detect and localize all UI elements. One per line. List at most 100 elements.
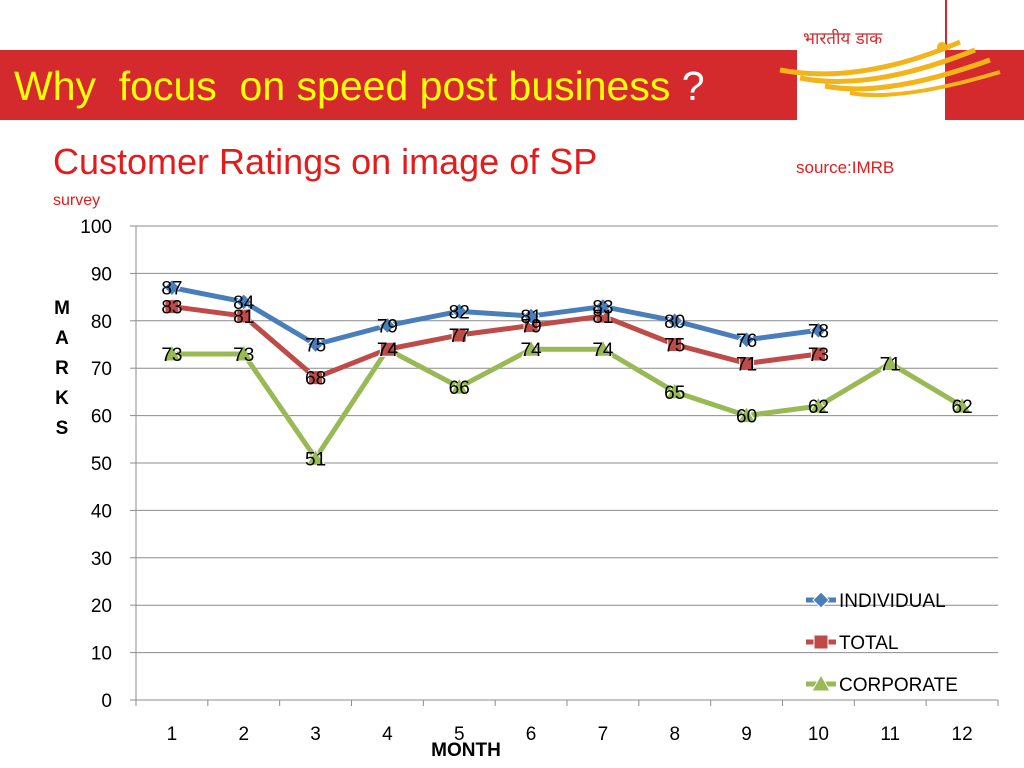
data-label-corporate: 73 bbox=[233, 345, 254, 366]
data-point-total bbox=[308, 370, 324, 386]
data-label-total: 79 bbox=[521, 317, 542, 338]
data-label-corporate: 73 bbox=[161, 345, 182, 366]
x-tick-label: 1 bbox=[167, 724, 178, 745]
data-point-total bbox=[810, 346, 826, 362]
data-label-total: 77 bbox=[449, 326, 470, 347]
y-tick-label: 90 bbox=[91, 264, 112, 285]
data-point-corporate bbox=[521, 339, 541, 357]
data-label-individual: 84 bbox=[233, 293, 255, 314]
data-point-individual bbox=[522, 307, 540, 325]
data-point-corporate bbox=[808, 396, 829, 414]
data-label-total: 81 bbox=[233, 307, 254, 328]
data-point-individual bbox=[306, 335, 325, 354]
legend-label-individual: INDIVIDUAL bbox=[839, 591, 946, 612]
data-point-individual bbox=[163, 278, 181, 297]
x-tick-label: 5 bbox=[454, 724, 465, 745]
x-tick-label: 11 bbox=[880, 724, 900, 745]
y-axis-title-letter: K bbox=[55, 388, 69, 409]
data-label-total: 83 bbox=[161, 298, 182, 319]
legend-label-total: TOTAL bbox=[839, 633, 898, 654]
data-label-individual: 79 bbox=[377, 317, 398, 338]
y-tick-label: 70 bbox=[91, 359, 112, 380]
data-point-corporate bbox=[449, 377, 470, 395]
data-label-corporate: 62 bbox=[808, 397, 829, 418]
data-point-corporate bbox=[162, 343, 182, 362]
data-label-individual: 81 bbox=[521, 307, 542, 328]
data-point-total bbox=[164, 299, 180, 315]
y-axis-title-letter: S bbox=[56, 418, 69, 439]
data-point-corporate bbox=[880, 353, 901, 371]
data-point-individual bbox=[809, 321, 828, 339]
data-point-corporate bbox=[664, 381, 685, 400]
india-post-logo-icon bbox=[779, 39, 1001, 98]
data-label-individual: 80 bbox=[664, 312, 685, 333]
data-point-corporate bbox=[736, 405, 757, 424]
x-tick-label: 7 bbox=[598, 724, 609, 745]
series-line-corporate bbox=[171, 346, 964, 461]
data-label-corporate: 65 bbox=[664, 383, 685, 404]
data-point-total bbox=[739, 355, 755, 371]
y-tick-label: 20 bbox=[91, 596, 112, 617]
data-label-individual: 76 bbox=[736, 331, 757, 352]
data-point-total bbox=[451, 327, 467, 343]
data-label-total: 75 bbox=[664, 336, 685, 357]
slide-title-text: Why focus on speed post business bbox=[14, 63, 682, 109]
x-tick-label: 6 bbox=[526, 724, 537, 745]
data-label-total: 71 bbox=[736, 354, 757, 375]
y-tick-label: 60 bbox=[91, 407, 112, 428]
data-label-corporate: 66 bbox=[449, 378, 470, 399]
x-tick-label: 4 bbox=[382, 724, 393, 745]
data-point-corporate bbox=[952, 396, 972, 414]
series-line-total bbox=[171, 304, 819, 381]
series-line-individual bbox=[171, 285, 819, 347]
data-point-individual bbox=[594, 297, 612, 316]
data-label-total: 81 bbox=[592, 307, 613, 328]
x-tick-label: 2 bbox=[238, 724, 249, 745]
data-label-total: 73 bbox=[808, 345, 829, 366]
slide-title: Why focus on speed post business ? bbox=[14, 58, 705, 114]
data-label-individual: 87 bbox=[161, 279, 182, 300]
x-tick-label: 12 bbox=[952, 724, 973, 745]
data-point-corporate bbox=[305, 448, 326, 466]
y-tick-label: 50 bbox=[91, 454, 112, 475]
source-label: source:IMRB bbox=[796, 158, 895, 177]
slide-title-question-mark: ? bbox=[681, 63, 705, 109]
y-tick-label: 40 bbox=[91, 501, 112, 522]
data-label-corporate: 74 bbox=[521, 340, 543, 361]
data-label-individual: 75 bbox=[305, 336, 326, 357]
y-axis-title-letter: R bbox=[55, 358, 69, 379]
y-tick-label: 80 bbox=[91, 312, 112, 333]
data-point-individual bbox=[378, 316, 397, 335]
data-label-individual: 82 bbox=[449, 302, 470, 323]
y-tick-label: 100 bbox=[80, 217, 112, 238]
x-tick-label: 8 bbox=[669, 724, 680, 745]
source-label-continued: survey bbox=[53, 192, 101, 209]
data-point-total bbox=[379, 341, 395, 357]
y-axis-title-letter: M bbox=[54, 298, 70, 319]
data-point-total bbox=[667, 337, 683, 352]
legend-marker-corporate bbox=[811, 673, 831, 692]
y-axis-title-letter: A bbox=[55, 328, 69, 349]
x-tick-label: 10 bbox=[808, 724, 829, 745]
data-label-total: 68 bbox=[305, 369, 326, 390]
x-axis-title: MONTH bbox=[431, 740, 501, 761]
chart-title: Customer Ratings on image of SP bbox=[53, 141, 598, 182]
data-label-corporate: 71 bbox=[880, 354, 901, 375]
data-point-individual bbox=[666, 312, 684, 330]
legend-marker-individual bbox=[812, 591, 830, 609]
india-post-logo-text: भारतीय डाक bbox=[803, 29, 883, 49]
legend-marker-total bbox=[813, 634, 829, 650]
data-label-corporate: 51 bbox=[305, 449, 326, 470]
data-label-corporate: 62 bbox=[952, 397, 973, 418]
legend-label-corporate: CORPORATE bbox=[839, 675, 958, 696]
y-tick-label: 30 bbox=[91, 549, 112, 570]
data-label-corporate: 60 bbox=[736, 407, 757, 428]
data-point-individual bbox=[235, 293, 253, 311]
data-label-individual: 78 bbox=[808, 321, 829, 342]
x-tick-label: 9 bbox=[741, 724, 752, 745]
data-label-corporate: 74 bbox=[377, 340, 399, 361]
data-point-individual bbox=[450, 302, 468, 321]
y-tick-label: 10 bbox=[91, 644, 112, 665]
